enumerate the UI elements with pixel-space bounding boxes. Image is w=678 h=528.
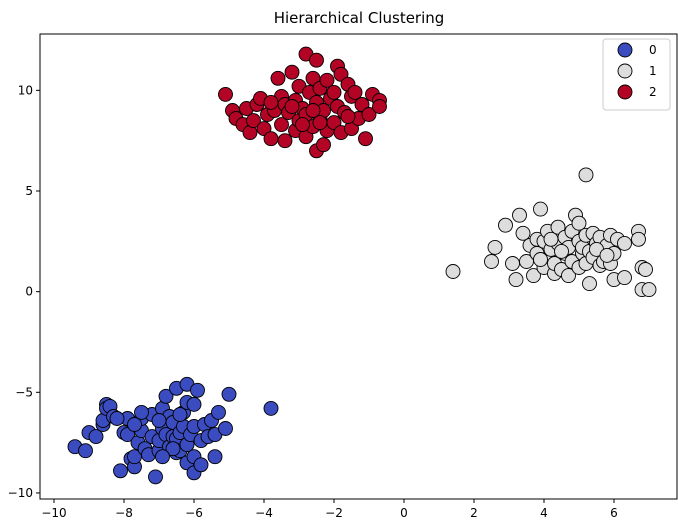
data-point-cluster-1 <box>533 252 548 267</box>
data-point-cluster-1 <box>550 219 566 235</box>
data-point-cluster-1 <box>638 262 653 277</box>
data-point-cluster-1 <box>641 282 657 298</box>
data-point-cluster-0 <box>165 441 181 457</box>
data-point-cluster-0 <box>172 407 188 422</box>
data-point-cluster-2 <box>305 103 321 118</box>
y-tick-label: 10 <box>18 83 33 97</box>
data-point-cluster-2 <box>316 137 331 153</box>
data-point-cluster-2 <box>340 109 356 124</box>
data-point-cluster-1 <box>554 243 569 259</box>
data-point-cluster-0 <box>127 417 142 432</box>
data-point-cluster-0 <box>120 427 135 443</box>
data-point-cluster-1 <box>533 201 548 217</box>
data-point-cluster-1 <box>599 247 615 263</box>
data-point-cluster-1 <box>498 217 513 233</box>
data-point-cluster-2 <box>295 117 310 133</box>
data-point-cluster-1 <box>561 268 576 284</box>
data-point-cluster-0 <box>78 443 93 459</box>
x-tick-label: −4 <box>255 506 273 520</box>
data-point-cluster-0 <box>218 421 233 436</box>
x-tick-label: 4 <box>540 506 548 520</box>
data-point-cluster-0 <box>113 463 128 479</box>
x-tick-label: 2 <box>470 506 478 520</box>
data-point-cluster-2 <box>284 64 300 80</box>
data-point-cluster-0 <box>207 449 223 465</box>
data-point-cluster-2 <box>319 72 335 88</box>
data-point-cluster-1 <box>578 167 594 183</box>
data-point-cluster-2 <box>246 113 261 129</box>
data-point-cluster-1 <box>617 235 632 251</box>
data-point-cluster-2 <box>256 121 272 137</box>
y-tick-label: 0 <box>25 285 33 299</box>
data-point-cluster-1 <box>582 276 597 292</box>
x-axis: −10 −8 −6 −4 −2 0 2 4 6 <box>41 499 618 520</box>
data-point-cluster-2 <box>312 115 328 131</box>
data-point-cluster-0 <box>190 382 205 398</box>
data-point-cluster-0 <box>148 469 163 485</box>
data-point-cluster-1 <box>505 256 520 271</box>
data-point-cluster-1 <box>445 264 461 279</box>
data-point-cluster-0 <box>134 404 149 420</box>
data-point-cluster-1 <box>631 231 646 247</box>
data-point-cluster-0 <box>263 400 279 416</box>
data-point-cluster-2 <box>277 133 293 149</box>
data-point-cluster-0 <box>151 413 167 428</box>
y-tick-label: −10 <box>8 486 33 500</box>
plot-area <box>39 33 678 500</box>
data-point-cluster-1 <box>487 239 503 255</box>
data-point-cluster-2 <box>263 131 279 147</box>
data-points <box>67 46 657 485</box>
legend-label-2: 2 <box>649 85 657 99</box>
data-point-cluster-0 <box>88 429 104 445</box>
legend-marker-2 <box>617 84 633 100</box>
data-point-cluster-1 <box>512 207 527 223</box>
legend: 0 1 2 <box>602 38 671 111</box>
x-tick-label: −10 <box>41 506 66 520</box>
data-point-cluster-1 <box>543 231 559 247</box>
data-point-cluster-0 <box>155 449 170 465</box>
data-point-cluster-0 <box>158 388 174 404</box>
data-point-cluster-1 <box>526 268 541 284</box>
data-point-cluster-2 <box>358 131 373 147</box>
chart-title: Hierarchical Clustering <box>274 9 445 27</box>
legend-label-1: 1 <box>649 64 657 78</box>
y-tick-label: 5 <box>25 184 33 198</box>
data-point-cluster-2 <box>361 107 377 122</box>
legend-marker-0 <box>617 42 633 58</box>
data-point-cluster-0 <box>109 411 125 426</box>
data-point-cluster-2 <box>270 70 286 86</box>
data-point-cluster-2 <box>218 86 233 102</box>
data-point-cluster-1 <box>484 254 499 269</box>
data-point-cluster-2 <box>326 84 342 100</box>
data-point-cluster-0 <box>211 404 226 420</box>
y-tick-label: −5 <box>15 385 33 399</box>
x-tick-label: −6 <box>185 506 203 520</box>
x-tick-label: −2 <box>325 506 343 520</box>
legend-marker-1 <box>617 63 633 79</box>
x-tick-label: 0 <box>400 506 408 520</box>
data-point-cluster-2 <box>309 52 324 68</box>
legend-label-0: 0 <box>649 43 657 57</box>
legend-box <box>602 38 671 111</box>
data-point-cluster-2 <box>263 94 279 110</box>
data-point-cluster-2 <box>274 117 289 133</box>
data-point-cluster-1 <box>508 272 524 288</box>
data-point-cluster-0 <box>186 396 202 412</box>
data-point-cluster-2 <box>347 84 363 100</box>
y-axis: −10 −5 0 5 10 <box>8 83 40 500</box>
data-point-cluster-2 <box>284 99 300 114</box>
data-point-cluster-1 <box>515 225 531 241</box>
data-point-cluster-1 <box>571 215 587 231</box>
data-point-cluster-1 <box>617 270 632 286</box>
data-point-cluster-0 <box>193 457 209 473</box>
x-tick-label: −8 <box>115 506 133 520</box>
x-tick-label: 6 <box>610 506 618 520</box>
data-point-cluster-0 <box>221 386 237 402</box>
data-point-cluster-2 <box>372 99 387 114</box>
